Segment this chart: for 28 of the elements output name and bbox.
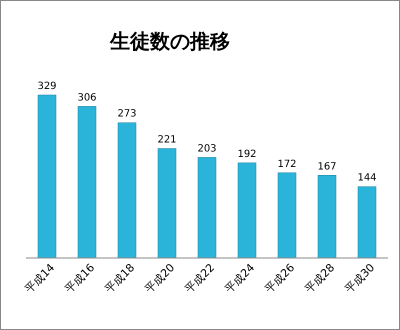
x-tick-label: 平成24 <box>222 261 258 296</box>
x-tick-label: 平成30 <box>342 261 378 296</box>
bar <box>358 186 376 258</box>
bar <box>118 122 136 258</box>
bar <box>278 172 296 258</box>
x-tick-label: 平成14 <box>22 261 58 296</box>
x-tick-label: 平成22 <box>182 261 218 296</box>
bar <box>318 175 336 258</box>
data-label: 192 <box>237 148 257 160</box>
data-label: 306 <box>77 92 97 104</box>
data-label: 172 <box>277 158 297 170</box>
bar <box>198 157 216 258</box>
data-label: 329 <box>37 81 57 92</box>
x-tick-label: 平成16 <box>62 261 98 296</box>
data-label: 221 <box>157 134 177 146</box>
data-label: 273 <box>117 108 137 120</box>
x-tick-label: 平成18 <box>102 261 138 296</box>
data-label: 144 <box>357 172 377 184</box>
bar <box>238 162 256 258</box>
bar <box>158 148 176 258</box>
bar <box>78 106 96 258</box>
x-tick-label: 平成20 <box>142 261 178 296</box>
data-label: 167 <box>317 161 337 172</box>
x-tick-label: 平成28 <box>302 261 338 296</box>
bar <box>38 94 56 258</box>
data-label: 203 <box>197 143 217 154</box>
chart-title: 生徒数の推移 <box>109 29 230 53</box>
x-tick-label: 平成26 <box>262 261 298 296</box>
